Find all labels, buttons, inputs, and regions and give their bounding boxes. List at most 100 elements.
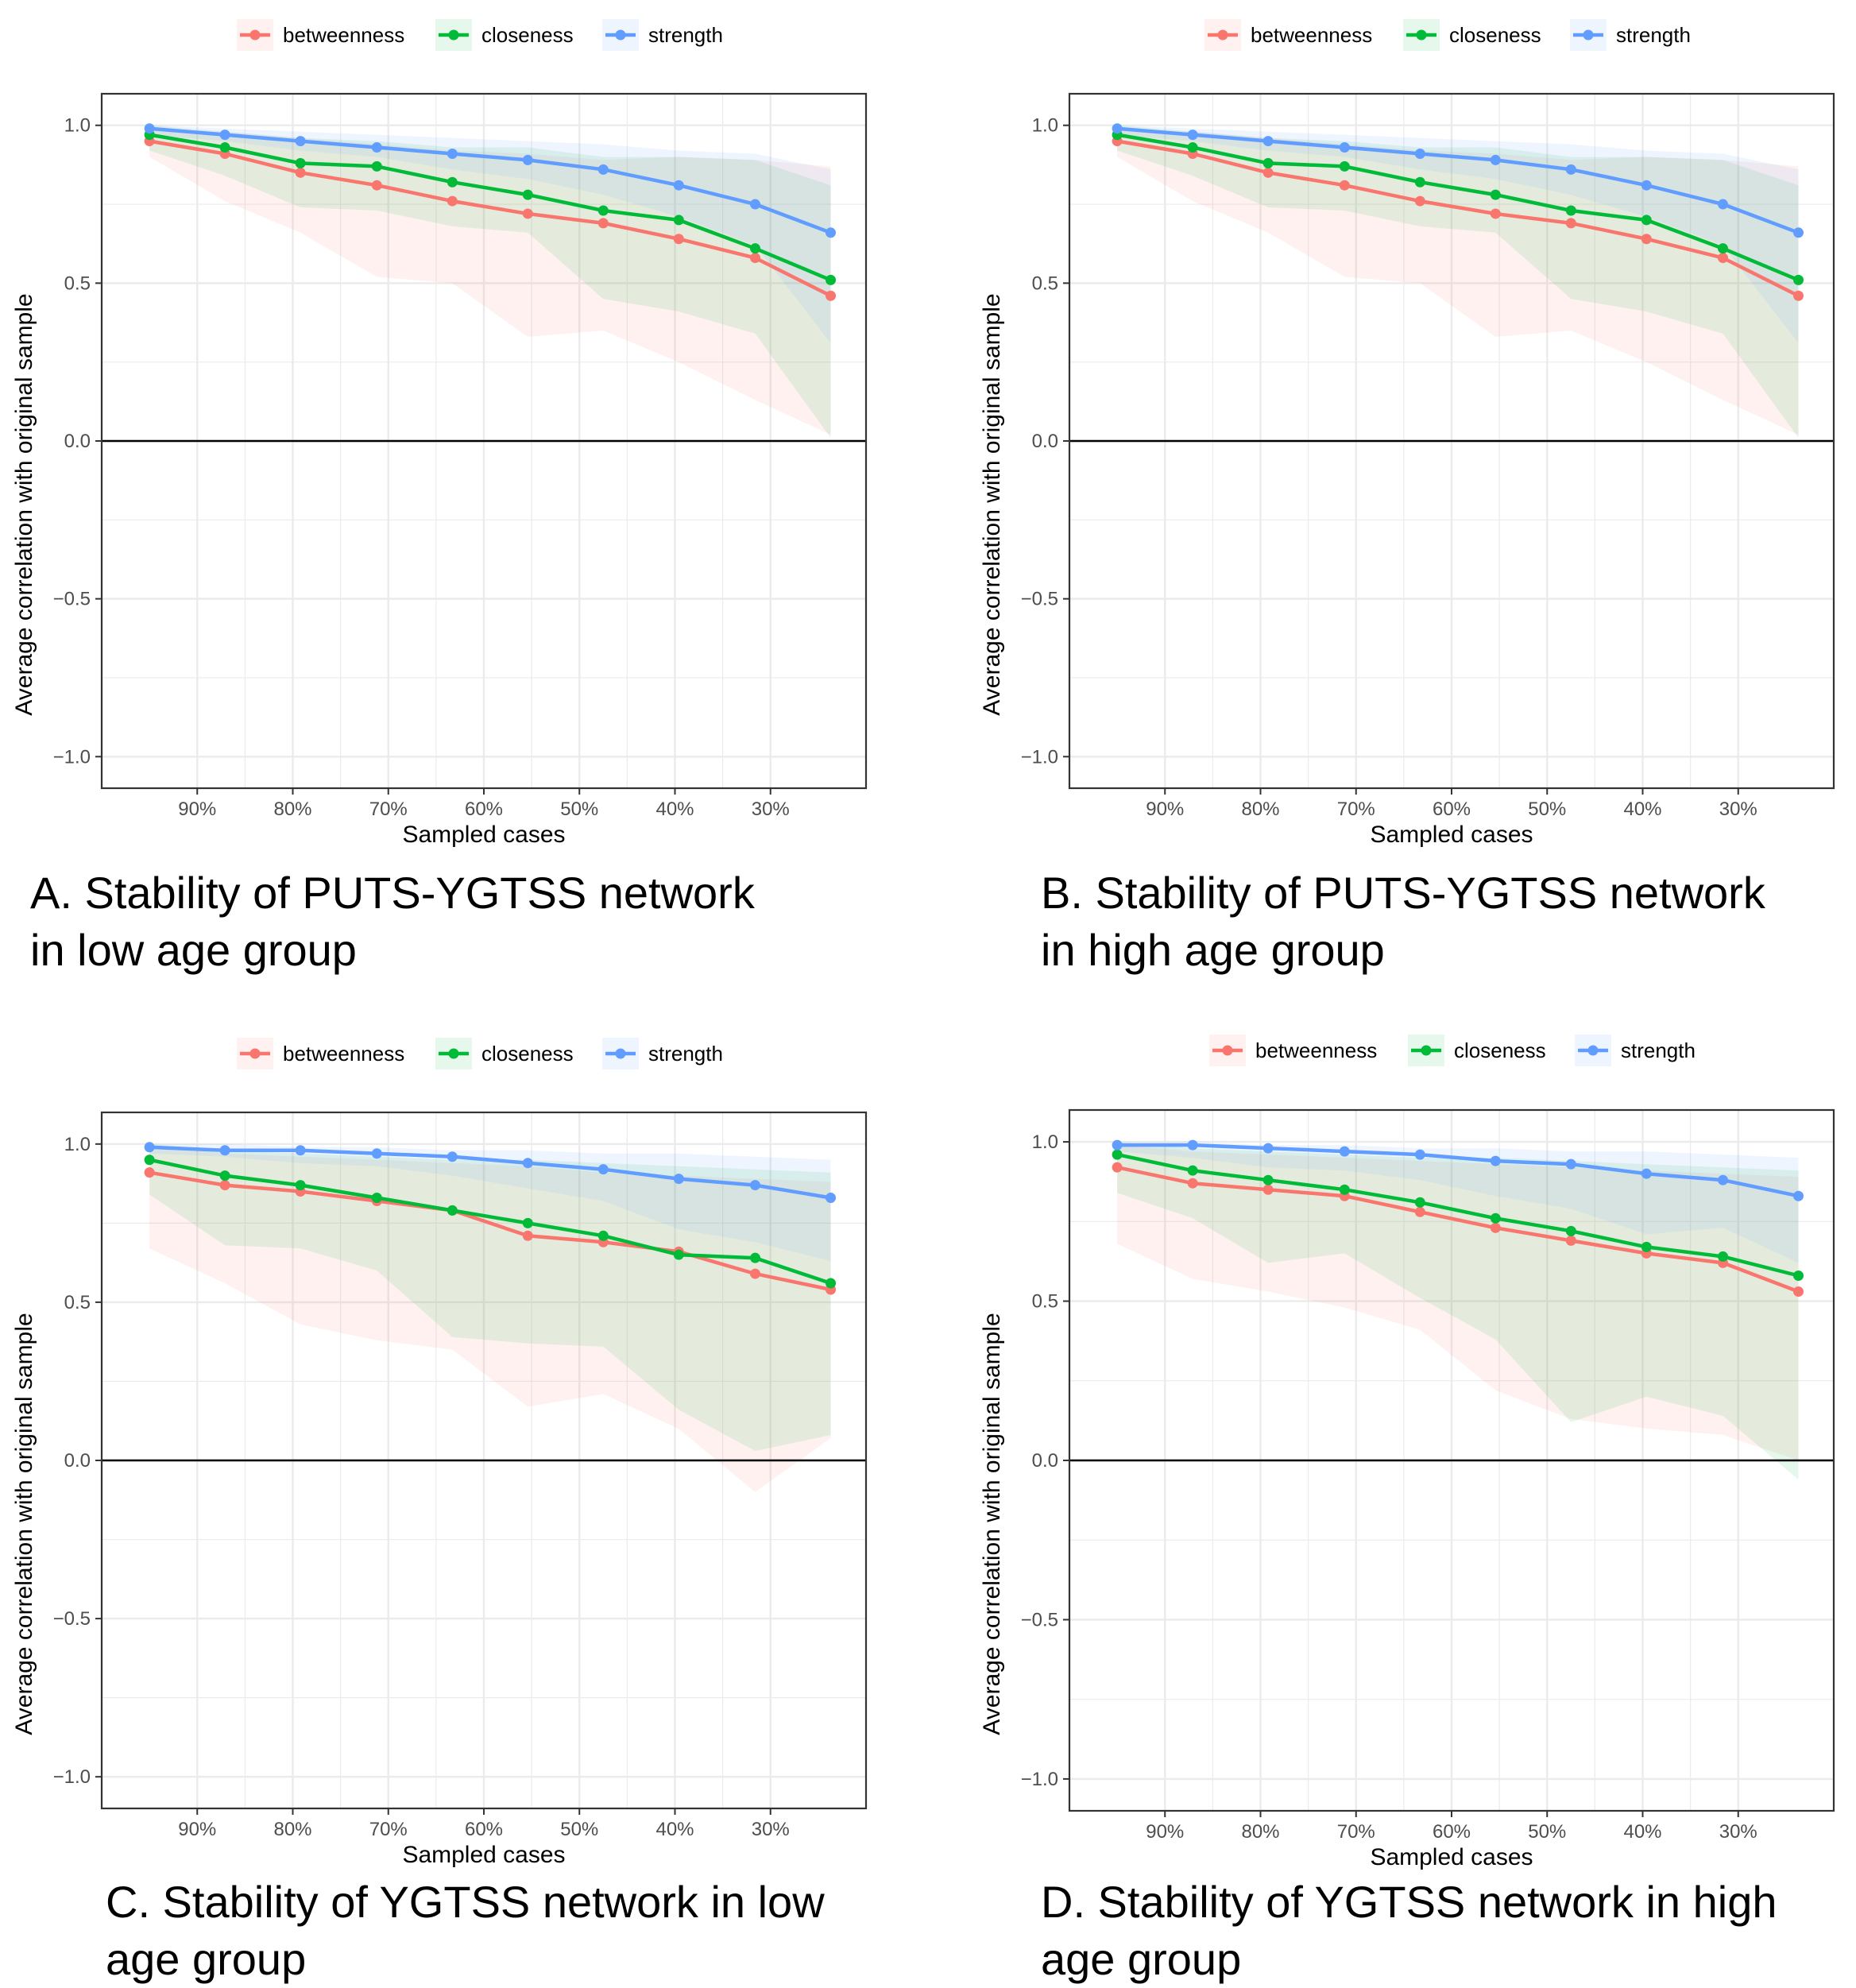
- closeness-point: [1793, 274, 1804, 285]
- x-tick-label: 80%: [1241, 1821, 1279, 1843]
- betweenness-point: [597, 218, 609, 229]
- closeness-point: [1262, 1174, 1274, 1185]
- y-tick-label: 1.0: [1032, 1131, 1058, 1153]
- legend-dot-strength: [615, 1048, 626, 1059]
- strength-point: [597, 1164, 609, 1175]
- panel-border: [100, 92, 868, 790]
- closeness-point: [826, 274, 837, 285]
- betweenness-point: [1641, 234, 1652, 245]
- x-tick-label: 80%: [1241, 799, 1279, 820]
- caption-d-line1: D. Stability of YGTSS network in high: [1041, 1877, 1777, 1927]
- caption-a-line2: in low age group: [30, 925, 357, 975]
- closeness-line: [1116, 1152, 1800, 1278]
- legend-dot-strength: [615, 29, 626, 41]
- betweenness-point: [750, 253, 761, 264]
- strength-point: [144, 1142, 155, 1153]
- strength-point: [1718, 199, 1729, 210]
- closeness-point: [1718, 1251, 1729, 1262]
- betweenness-point: [1565, 1235, 1576, 1246]
- betweenness-point: [1793, 1286, 1804, 1298]
- closeness-ribbon: [149, 1143, 831, 1452]
- closeness-point: [1187, 1165, 1198, 1176]
- x-tick-label: 80%: [273, 799, 311, 820]
- closeness-point: [1262, 157, 1274, 168]
- strength-point: [597, 164, 609, 175]
- caption-d-line2: age group: [1041, 1934, 1242, 1984]
- strength-point: [447, 148, 458, 159]
- caption-c-line1: C. Stability of YGTSS network in low: [106, 1877, 825, 1927]
- x-tick-label: 90%: [1146, 799, 1184, 820]
- closeness-point: [1339, 1184, 1350, 1195]
- x-tick-label: 60%: [1433, 1821, 1471, 1843]
- strength-point: [219, 130, 230, 141]
- betweenness-ribbon: [149, 128, 831, 435]
- y-tick-label: −0.5: [53, 589, 91, 610]
- legend-label-closeness: closeness: [1449, 23, 1541, 47]
- x-tick-label: 60%: [1433, 799, 1471, 820]
- strength-point: [1262, 136, 1274, 147]
- strength-point: [1718, 1174, 1729, 1185]
- chart-A: −1.0 −0.5 0.0 0.5 1.0 90% 80% 70% 60% 50% 40% 30% Sa…: [11, 19, 868, 848]
- strength-point: [295, 1145, 306, 1156]
- y-axis-title: Average correlation with original sample: [979, 1313, 1005, 1735]
- legend-dot-betweenness: [1222, 1045, 1233, 1056]
- legend-item-closeness: closeness: [1403, 19, 1541, 51]
- legend-dot-closeness: [448, 1048, 459, 1059]
- betweenness-point: [295, 167, 306, 178]
- betweenness-ribbon: [1117, 1145, 1799, 1460]
- legend-label-strength: strength: [1616, 23, 1691, 47]
- closeness-point: [750, 1252, 761, 1263]
- y-tick-label: 0.0: [1032, 431, 1058, 452]
- closeness-point: [826, 1278, 837, 1289]
- x-tick-label: 50%: [1528, 1821, 1566, 1843]
- closeness-point: [219, 142, 230, 153]
- strength-point: [371, 1148, 382, 1159]
- y-tick-label: 0.5: [1032, 1291, 1058, 1313]
- x-tick-label: 70%: [1337, 799, 1375, 820]
- y-tick-label: 0.5: [64, 1292, 91, 1313]
- x-tick-label: 80%: [273, 1819, 311, 1840]
- closeness-point: [522, 1217, 533, 1228]
- strength-line: [149, 126, 832, 234]
- strength-point: [1262, 1143, 1274, 1154]
- y-tick-label: −0.5: [1021, 1609, 1058, 1630]
- closeness-point: [673, 215, 684, 226]
- panel-border: [1068, 92, 1835, 790]
- x-axis-title: Sampled cases: [402, 1842, 565, 1868]
- chart-D: −1.0 −0.5 0.0 0.5 1.0 90% 80% 70% 60% 50% 40% 30% Sa…: [979, 1035, 1835, 1870]
- y-axis-title: Average correlation with original sample: [11, 1313, 37, 1735]
- closeness-point: [447, 176, 458, 188]
- strength-point: [1793, 1190, 1804, 1201]
- legend-item-strength: strength: [602, 1038, 723, 1069]
- caption-c-line2: age group: [106, 1934, 307, 1984]
- strength-point: [1112, 123, 1123, 134]
- strength-point: [826, 227, 837, 238]
- closeness-line: [1116, 133, 1800, 282]
- closeness-point: [673, 1249, 684, 1260]
- y-axis-title: Average correlation with original sample: [979, 293, 1005, 715]
- panel-border: [100, 1111, 868, 1810]
- betweenness-point: [144, 1167, 155, 1178]
- betweenness-line: [1116, 139, 1800, 298]
- strength-point: [447, 1151, 458, 1162]
- legend-dot-closeness: [1421, 1045, 1432, 1056]
- legend-item-strength: strength: [602, 19, 723, 51]
- y-tick-label: −0.5: [53, 1608, 91, 1630]
- legend-item-betweenness: betweenness: [237, 19, 404, 51]
- betweenness-point: [673, 234, 684, 245]
- x-tick-label: 30%: [1719, 1821, 1757, 1843]
- closeness-point: [597, 205, 609, 216]
- strength-point: [1490, 1155, 1501, 1166]
- strength-point: [219, 1145, 230, 1156]
- x-axis-title: Sampled cases: [1370, 1844, 1533, 1870]
- caption-b-line2: in high age group: [1041, 925, 1385, 975]
- legend-label-closeness: closeness: [481, 1042, 574, 1066]
- closeness-point: [1793, 1270, 1804, 1281]
- closeness-point: [1641, 1241, 1652, 1252]
- chart-C: −1.0 −0.5 0.0 0.5 1.0 90% 80% 70% 60% 50% 40% 30% Sa…: [11, 1038, 868, 1868]
- y-tick-label: −1.0: [1021, 1769, 1058, 1790]
- strength-line: [149, 1145, 831, 1200]
- legend-label-closeness: closeness: [1454, 1038, 1546, 1062]
- betweenness-point: [1339, 180, 1350, 191]
- strength-point: [1112, 1139, 1123, 1151]
